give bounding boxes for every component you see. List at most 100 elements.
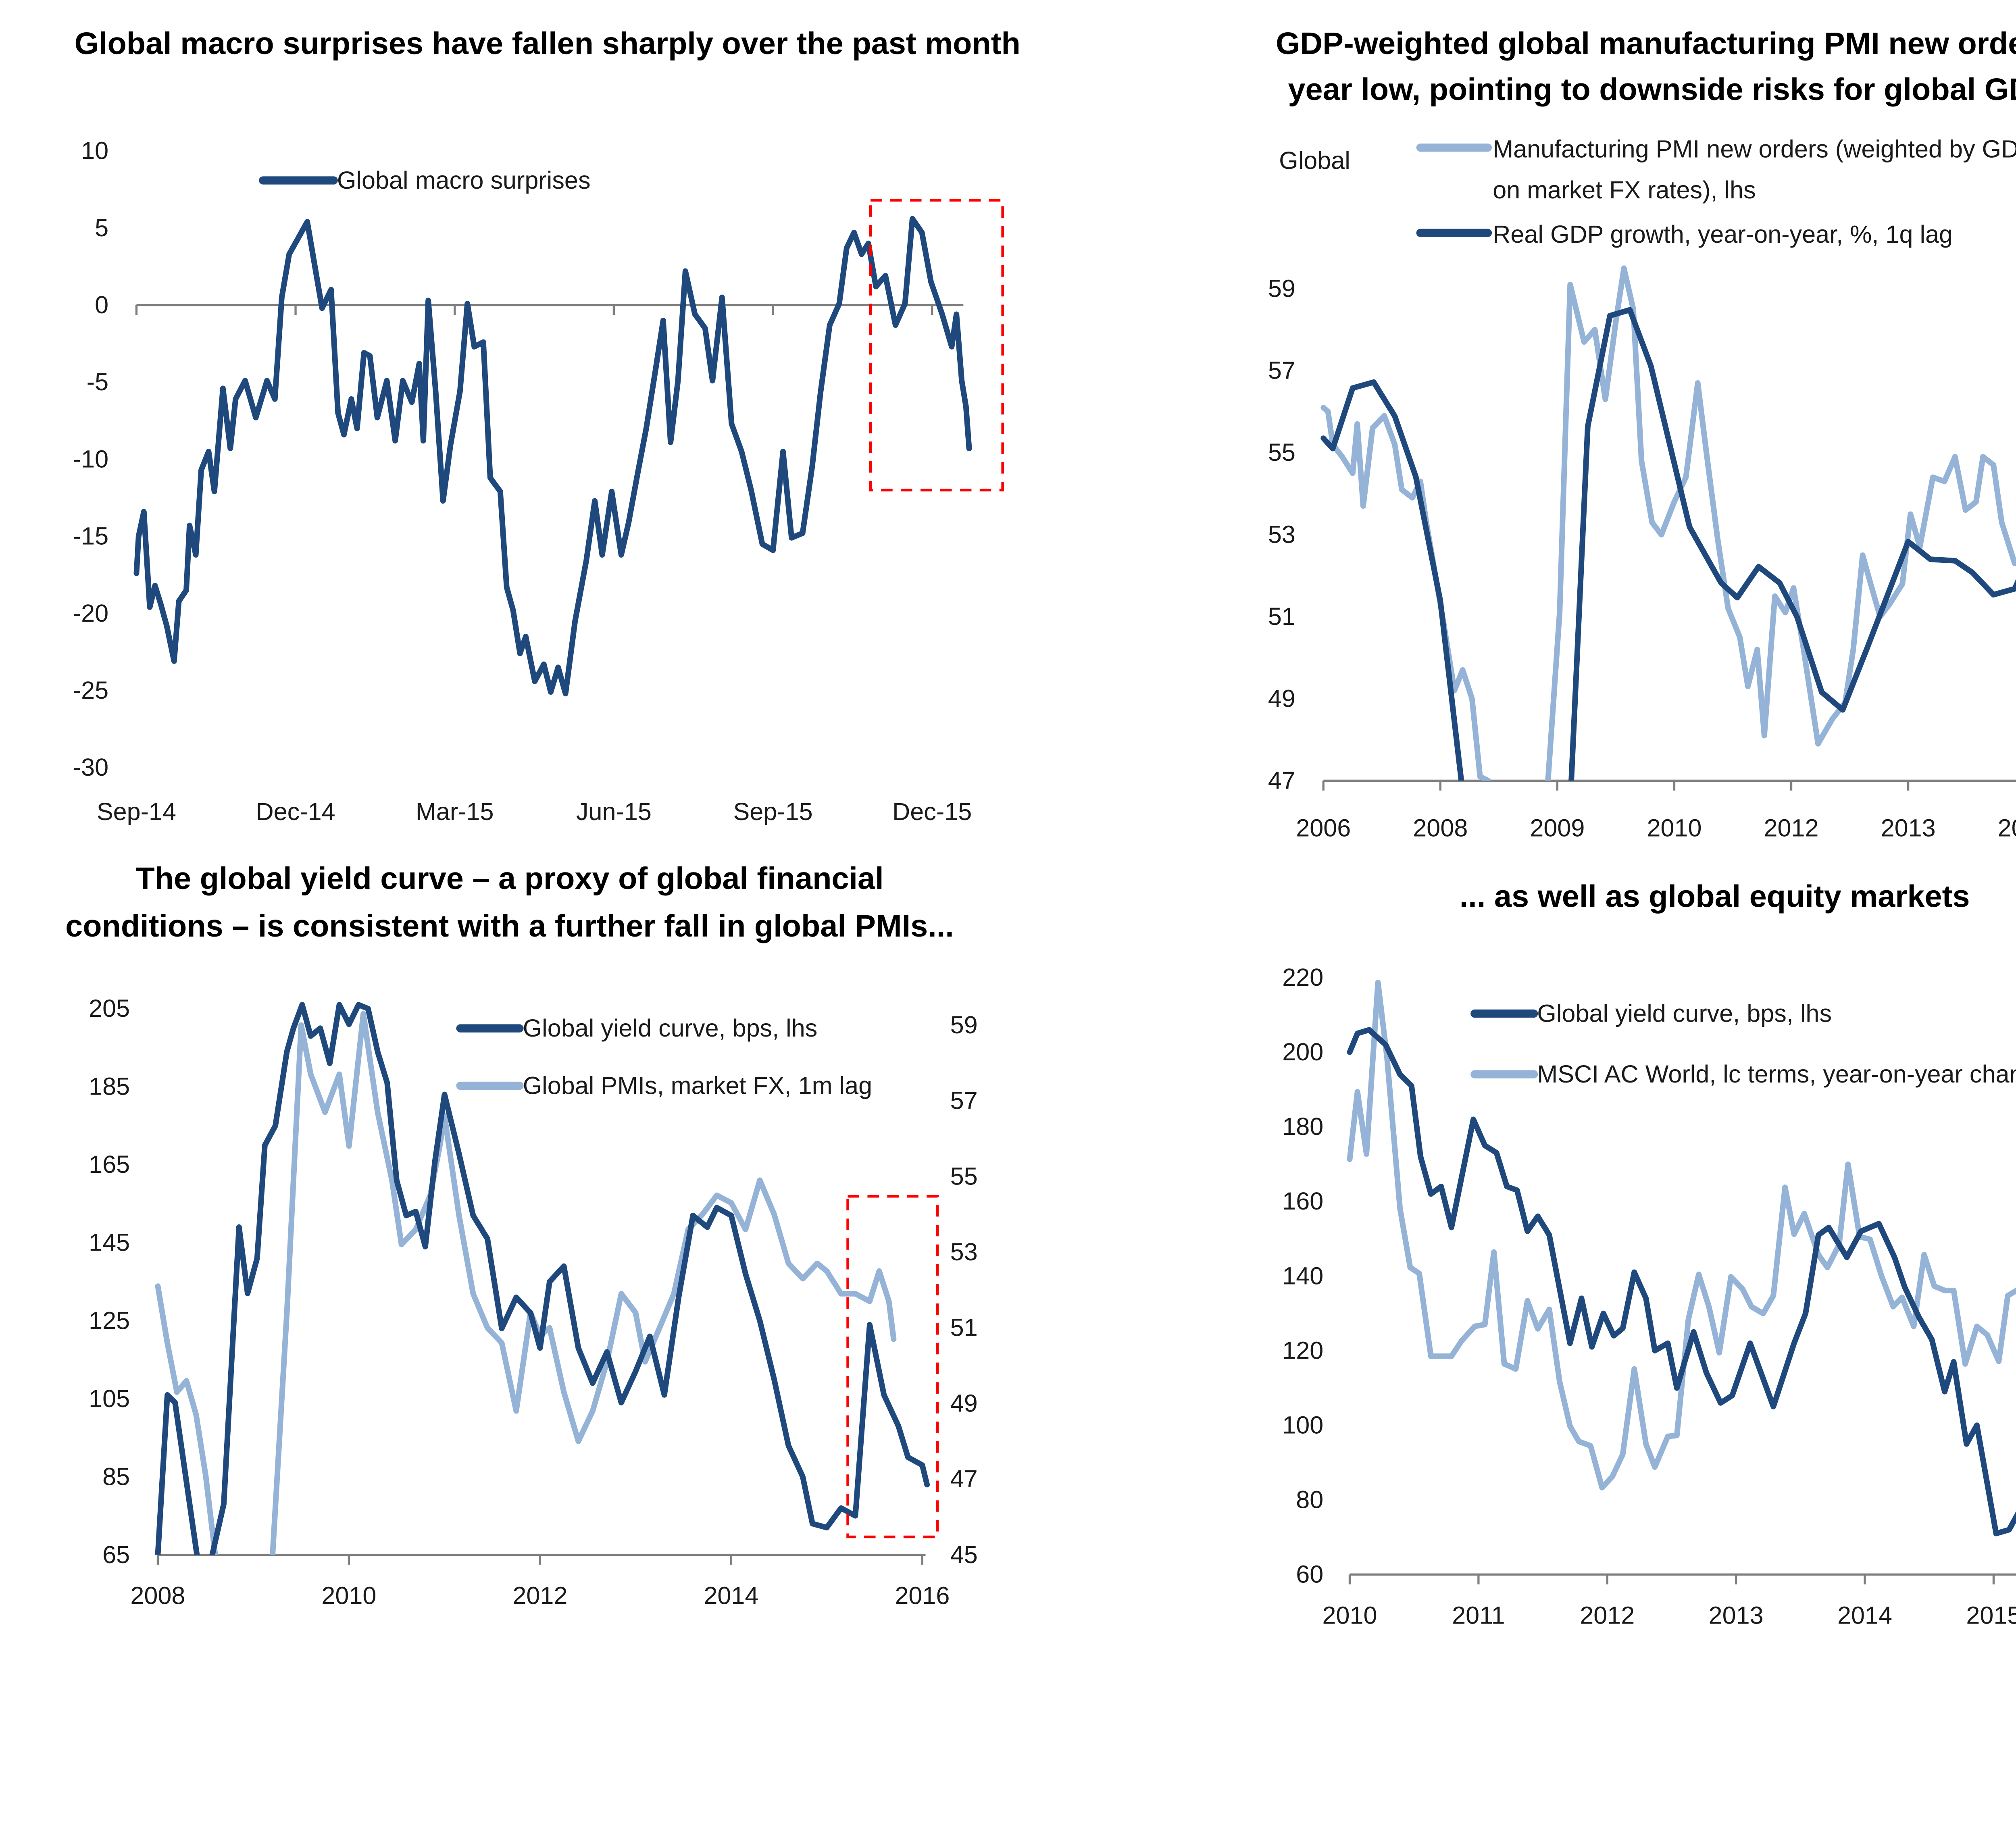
y-left-tick-label: 80 — [1296, 1486, 1323, 1513]
x-tick-label: 2015 — [1966, 1601, 2016, 1629]
y-left-tick-label: 47 — [1268, 767, 1295, 794]
series-line-global-macro-surprises — [133, 216, 972, 697]
y-left-tick-label: -25 — [73, 677, 108, 704]
y-left-tick-label: 205 — [89, 995, 130, 1022]
x-tick-label: 2014 — [1837, 1601, 1892, 1629]
x-tick-label: Dec-15 — [892, 798, 972, 825]
y-left-tick-label: 59 — [1268, 275, 1295, 302]
y-right-tick-label: 47 — [950, 1465, 978, 1493]
legend-label: Manufacturing PMI new orders (weighted b… — [1493, 135, 2016, 163]
x-tick-label: 2011 — [1452, 1601, 1505, 1629]
y-left-tick-label: 55 — [1268, 439, 1295, 466]
x-tick-label: 2009 — [1530, 814, 1585, 842]
highlight-dashed-box — [869, 199, 1004, 491]
x-tick-label: 2010 — [321, 1582, 376, 1609]
y-right-tick-label: 55 — [950, 1162, 978, 1190]
y-right-tick-label: 51 — [950, 1314, 978, 1341]
legend-label: Global PMIs, market FX, 1m lag — [523, 1072, 873, 1099]
x-tick-label: 2013 — [1881, 814, 1936, 842]
chart-title: Global macro surprises have fallen sharp… — [75, 26, 1020, 61]
series-line-msci-ac-world-lc-terms-year-on-year-chan — [1347, 980, 2016, 1491]
y-left-tick-label: -20 — [73, 600, 108, 627]
x-tick-label: 2008 — [1413, 814, 1468, 842]
plot-area: 2006200820092010201220132014201659575553… — [1268, 265, 2016, 842]
y-left-tick-label: 145 — [89, 1229, 130, 1256]
pmi-new-orders-gdp-chart: GDP-weighted global manufacturing PMI ne… — [1268, 26, 2016, 842]
y-left-tick-label: 85 — [102, 1463, 130, 1490]
y-left-tick-label: 100 — [1282, 1411, 1323, 1439]
legend-label: Real GDP growth, year-on-year, %, 1q lag — [1493, 221, 1953, 248]
x-tick-label: Dec-14 — [256, 798, 335, 825]
legend-label: MSCI AC World, lc terms, year-on-year ch… — [1537, 1060, 2016, 1088]
y-right-tick-label: 53 — [950, 1238, 978, 1266]
x-tick-label: 2016 — [895, 1582, 950, 1609]
x-tick-label: 2013 — [1709, 1601, 1764, 1629]
x-tick-label: 2012 — [1580, 1601, 1635, 1629]
y-left-tick-label: 0 — [95, 291, 108, 319]
y-right-tick-label: 57 — [950, 1087, 978, 1114]
x-tick-label: 2014 — [704, 1582, 758, 1609]
y-left-tick-label: 160 — [1282, 1187, 1323, 1215]
chart-title-line-1: GDP-weighted global manufacturing PMI ne… — [1276, 26, 2016, 61]
macro-surprises-chart: Global macro surprises have fallen sharp… — [73, 26, 1020, 825]
y-left-tick-label: 180 — [1282, 1113, 1323, 1140]
highlight-dashed-box — [846, 1195, 939, 1538]
x-tick-label: Sep-14 — [97, 798, 176, 825]
legend: Global yield curve, bps, lhs MSCI AC Wor… — [1470, 999, 2016, 1088]
x-tick-label: 2012 — [1764, 814, 1819, 842]
y-left-tick-label: 57 — [1268, 357, 1295, 384]
y-left-tick-label: 65 — [102, 1541, 130, 1568]
legend-label: Global yield curve, bps, lhs — [523, 1014, 818, 1042]
y-right-tick-label: 59 — [950, 1011, 978, 1039]
y-left-tick-label: -15 — [73, 523, 108, 550]
x-tick-label: 2006 — [1296, 814, 1351, 842]
legend: Global yield curve, bps, lhs Global PMIs… — [456, 1014, 873, 1099]
x-tick-label: 2012 — [512, 1582, 567, 1609]
y-left-tick-label: 220 — [1282, 964, 1323, 991]
plot-area: 2008 2010 2012 2014 2016 205 185 165 145 125 105 85… — [89, 995, 978, 1609]
series-line-manufacturing-pmi-new-orders-weighted-by — [1320, 265, 2016, 781]
x-tick-label: Jun-15 — [576, 798, 652, 825]
legend: Global macro surprises — [259, 167, 591, 194]
x-tick-label: 2008 — [130, 1582, 185, 1609]
plot-area: 2010201120122013201420152016220200180160… — [1282, 964, 2016, 1629]
y-left-tick-label: 185 — [89, 1073, 130, 1100]
y-left-tick-label: 165 — [89, 1151, 130, 1178]
yield-curve-equities-chart: ... as well as global equity markets 201… — [1282, 879, 2016, 1629]
y-left-tick-label: 105 — [89, 1385, 130, 1412]
series-line-global-pmis-market-fx-1m-lag — [155, 1011, 897, 1555]
x-tick-label: 2010 — [1647, 814, 1702, 842]
x-tick-label: Sep-15 — [733, 798, 812, 825]
series-line-real-gdp-growth-year-on-year-1q-lag — [1320, 307, 2016, 781]
chart-title-line-1: The global yield curve – a proxy of glob… — [135, 861, 883, 896]
legend: Manufacturing PMI new orders (weighted b… — [1416, 135, 2016, 248]
series-line-global-yield-curve-bps-lhs — [1347, 1027, 2016, 1536]
y-left-tick-label: 140 — [1282, 1262, 1323, 1289]
y-left-tick-label: 10 — [81, 137, 108, 164]
y-left-tick-label: 51 — [1268, 603, 1295, 630]
y-left-tick-label: 49 — [1268, 685, 1295, 712]
chart-title: ... as well as global equity markets — [1460, 879, 1970, 914]
yield-curve-pmi-chart: The global yield curve – a proxy of glob… — [65, 861, 978, 1609]
y-left-tick-label: 60 — [1296, 1561, 1323, 1588]
y-right-tick-label: 45 — [950, 1541, 978, 1568]
chart-title-line-2: year low, pointing to downside risks for… — [1288, 72, 2016, 107]
chart-title-line-2: conditions – is consistent with a furthe… — [65, 909, 954, 943]
y-right-tick-label: 49 — [950, 1389, 978, 1417]
y-left-tick-label: 120 — [1282, 1337, 1323, 1364]
series-line-global-yield-curve-bps-lhs — [155, 1002, 930, 1555]
plot-area: Sep-14 Dec-14 Mar-15 Jun-15 Sep-15 Dec-15 10 5 0… — [73, 137, 1004, 825]
y-left-tick-label: 125 — [89, 1307, 130, 1334]
y-left-tick-label: -30 — [73, 754, 108, 781]
legend-label: Global yield curve, bps, lhs — [1537, 999, 1832, 1027]
y-left-tick-label: -10 — [73, 445, 108, 473]
y-left-tick-label: 5 — [95, 214, 108, 241]
x-tick-label: 2014 — [1998, 814, 2016, 842]
y-left-tick-label: -5 — [87, 368, 108, 396]
x-tick-label: 2010 — [1322, 1601, 1377, 1629]
y-left-tick-label: 200 — [1282, 1038, 1323, 1066]
y-left-tick-label: 53 — [1268, 521, 1295, 548]
legend-label-continued: on market FX rates), lhs — [1493, 176, 1756, 204]
legend-label: Global macro surprises — [337, 167, 591, 194]
